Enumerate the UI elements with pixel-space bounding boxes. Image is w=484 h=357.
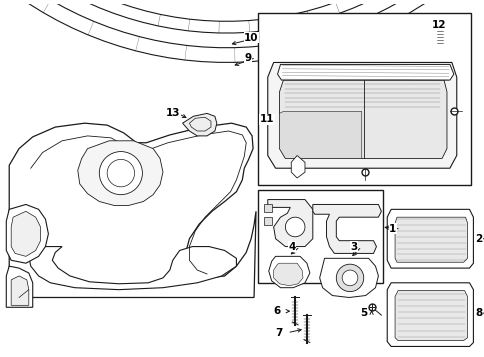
Text: 13: 13 <box>166 109 180 119</box>
Circle shape <box>285 217 304 237</box>
Polygon shape <box>268 256 309 288</box>
Polygon shape <box>6 205 48 263</box>
Circle shape <box>342 270 357 286</box>
Text: 9: 9 <box>244 52 251 62</box>
Polygon shape <box>291 156 304 178</box>
Polygon shape <box>11 211 41 256</box>
Polygon shape <box>279 80 446 159</box>
Text: 11: 11 <box>259 114 274 124</box>
Polygon shape <box>11 276 29 305</box>
Text: 7: 7 <box>275 328 282 338</box>
Polygon shape <box>0 0 484 33</box>
Polygon shape <box>394 291 467 341</box>
Polygon shape <box>386 283 472 346</box>
Text: 6: 6 <box>273 306 280 316</box>
Text: 1: 1 <box>388 224 395 234</box>
Text: 12: 12 <box>431 20 446 30</box>
Polygon shape <box>77 141 163 205</box>
Polygon shape <box>312 205 380 253</box>
Bar <box>257 14 470 185</box>
Polygon shape <box>279 111 361 159</box>
Polygon shape <box>267 62 456 168</box>
Text: 5: 5 <box>359 308 366 318</box>
Polygon shape <box>6 266 32 307</box>
Polygon shape <box>182 114 216 136</box>
Polygon shape <box>0 0 484 62</box>
Polygon shape <box>267 200 312 247</box>
Polygon shape <box>277 64 453 80</box>
Polygon shape <box>394 217 467 262</box>
Bar <box>257 190 382 283</box>
Polygon shape <box>29 247 236 290</box>
Circle shape <box>335 264 363 292</box>
Polygon shape <box>9 123 256 297</box>
Text: 3: 3 <box>349 242 357 252</box>
Text: 2: 2 <box>474 234 482 244</box>
Bar <box>263 217 271 225</box>
Polygon shape <box>386 209 472 268</box>
Circle shape <box>99 152 142 195</box>
Text: 4: 4 <box>287 242 295 252</box>
Polygon shape <box>273 263 302 286</box>
Text: 10: 10 <box>244 33 258 43</box>
Polygon shape <box>319 258 378 297</box>
Text: 8: 8 <box>474 308 482 318</box>
Bar <box>263 205 271 212</box>
